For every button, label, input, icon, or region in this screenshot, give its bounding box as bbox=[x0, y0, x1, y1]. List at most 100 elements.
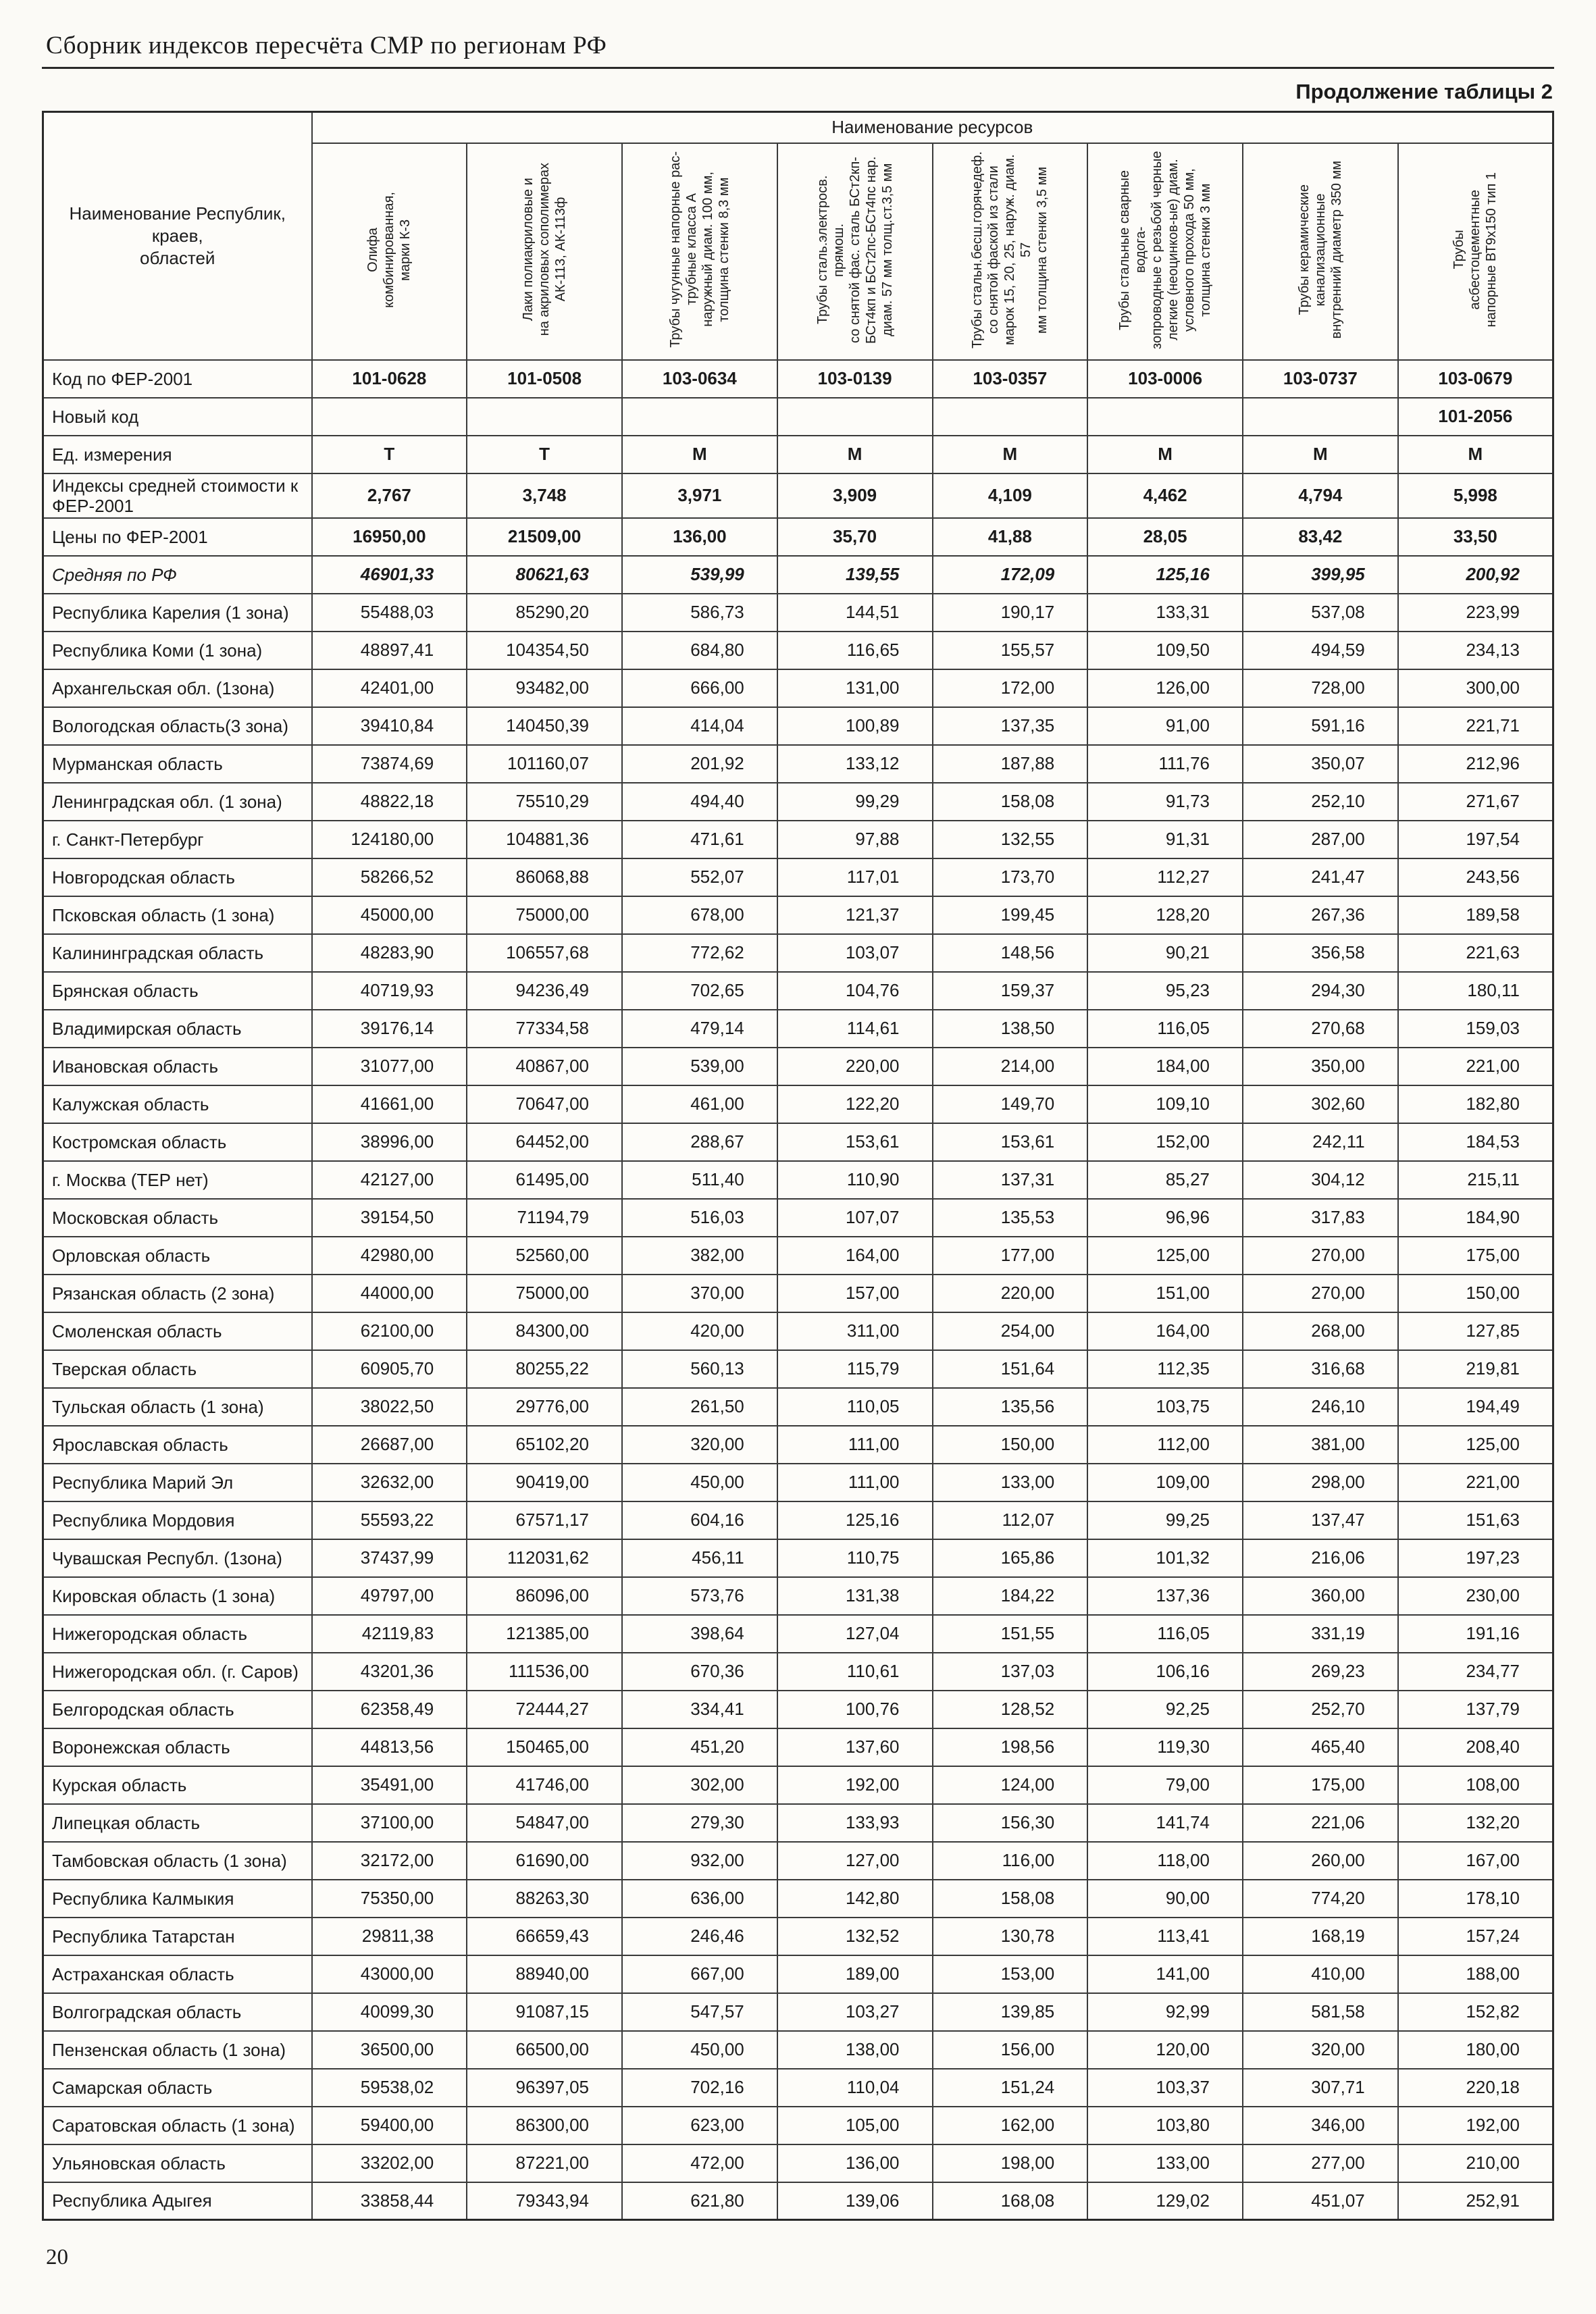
cell: 62100,00 bbox=[311, 1311, 468, 1351]
cell: 103-0679 bbox=[1397, 359, 1554, 398]
cell: 39176,14 bbox=[311, 1008, 468, 1048]
cell: 116,00 bbox=[931, 1841, 1089, 1880]
cell: 3,971 bbox=[621, 472, 778, 519]
cell: 148,56 bbox=[931, 933, 1089, 973]
cell: 234,77 bbox=[1397, 1651, 1554, 1691]
cell: 199,45 bbox=[931, 895, 1089, 935]
cell: 75510,29 bbox=[466, 781, 623, 821]
region-name: Архангельская обл. (1зона) bbox=[42, 668, 313, 708]
cell: 39410,84 bbox=[311, 706, 468, 746]
cell: 112031,62 bbox=[466, 1538, 623, 1578]
cell: 32172,00 bbox=[311, 1841, 468, 1880]
cell: 168,08 bbox=[931, 2181, 1089, 2221]
cell: 116,65 bbox=[776, 630, 933, 670]
region-name: Нижегородская область bbox=[42, 1614, 313, 1653]
cell: 670,36 bbox=[621, 1651, 778, 1691]
cell: 152,00 bbox=[1087, 1122, 1243, 1162]
column-header-text: Трубы стальные сварные водога- зопроводн… bbox=[1117, 150, 1214, 349]
cell: 113,41 bbox=[1087, 1916, 1243, 1956]
cell: 96,96 bbox=[1087, 1198, 1243, 1237]
column-header-1: Олифа комбинированная, марки К-3 bbox=[311, 142, 468, 361]
cell: 45000,00 bbox=[311, 895, 468, 935]
cell: 268,00 bbox=[1242, 1311, 1399, 1351]
table-row: Кировская область (1 зона) 49797,00 86096,… bbox=[42, 1576, 1554, 1616]
cell: 158,08 bbox=[931, 1878, 1089, 1918]
cell: 350,00 bbox=[1242, 1046, 1399, 1086]
cell: 105,00 bbox=[776, 2105, 933, 2145]
cell: 188,00 bbox=[1397, 1954, 1554, 1994]
cell: 129,02 bbox=[1087, 2181, 1243, 2221]
cell: 136,00 bbox=[776, 2143, 933, 2183]
cell: 221,00 bbox=[1397, 1046, 1554, 1086]
region-name: Псковская область (1 зона) bbox=[42, 895, 313, 935]
cell: 109,10 bbox=[1087, 1084, 1243, 1124]
table-row: Владимирская область 39176,14 77334,58 479,… bbox=[42, 1008, 1554, 1048]
cell: 702,65 bbox=[621, 971, 778, 1010]
column-header-text: Олифа комбинированная, марки К-3 bbox=[365, 191, 413, 308]
cell: 103,27 bbox=[776, 1992, 933, 2032]
cell: 90419,00 bbox=[466, 1462, 623, 1502]
cell: 49797,00 bbox=[311, 1576, 468, 1616]
cell: 109,50 bbox=[1087, 630, 1243, 670]
cell: 127,04 bbox=[776, 1614, 933, 1653]
cell: 151,24 bbox=[931, 2067, 1089, 2107]
cell: 450,00 bbox=[621, 1462, 778, 1502]
cell: 5,998 bbox=[1397, 472, 1554, 519]
region-name: Брянская область bbox=[42, 971, 313, 1010]
region-name: Вологодская область(3 зона) bbox=[42, 706, 313, 746]
cell: 215,11 bbox=[1397, 1160, 1554, 1200]
table-row: Архангельская обл. (1зона) 42401,00 93482,… bbox=[42, 668, 1554, 708]
cell: 110,90 bbox=[776, 1160, 933, 1200]
cell: 141,74 bbox=[1087, 1803, 1243, 1843]
cell: 33202,00 bbox=[311, 2143, 468, 2183]
cell: 60905,70 bbox=[311, 1349, 468, 1389]
cell: 214,00 bbox=[931, 1046, 1089, 1086]
cell: 194,49 bbox=[1397, 1387, 1554, 1426]
cell: 304,12 bbox=[1242, 1160, 1399, 1200]
cell: 302,60 bbox=[1242, 1084, 1399, 1124]
column-header-text: Трубы асбестоцементные напорные ВТ9х150 … bbox=[1451, 172, 1499, 328]
cell: 192,00 bbox=[776, 1765, 933, 1805]
cell: 86096,00 bbox=[466, 1576, 623, 1616]
cell: 189,00 bbox=[776, 1954, 933, 1994]
cell: 173,70 bbox=[931, 857, 1089, 897]
cell: 103-0139 bbox=[776, 359, 933, 398]
cell: 55593,22 bbox=[311, 1500, 468, 1540]
cell: 465,40 bbox=[1242, 1727, 1399, 1767]
region-name: Белгородская область bbox=[42, 1689, 313, 1729]
cell: 516,03 bbox=[621, 1198, 778, 1237]
cell: 110,04 bbox=[776, 2067, 933, 2107]
cell: 77334,58 bbox=[466, 1008, 623, 1048]
cell: 346,00 bbox=[1242, 2105, 1399, 2145]
cell: 307,71 bbox=[1242, 2067, 1399, 2107]
region-name: Курская область bbox=[42, 1765, 313, 1805]
cell: 604,16 bbox=[621, 1500, 778, 1540]
meta-row-4: Индексы средней стоимости к ФЕР-2001 2,76… bbox=[42, 472, 1554, 519]
cell: 370,00 bbox=[621, 1273, 778, 1313]
cell: 87221,00 bbox=[466, 2143, 623, 2183]
row-label: Средняя по РФ bbox=[42, 555, 313, 594]
cell: 586,73 bbox=[621, 592, 778, 632]
table-row: Вологодская область(3 зона) 39410,84 14045… bbox=[42, 706, 1554, 746]
cell: 133,93 bbox=[776, 1803, 933, 1843]
cell: 156,30 bbox=[931, 1803, 1089, 1843]
meta-row-2: Новый код 101-2056 bbox=[42, 396, 1554, 436]
cell: 40867,00 bbox=[466, 1046, 623, 1086]
table-row: Республика Мордовия 55593,22 67571,17 604,1… bbox=[42, 1500, 1554, 1540]
cell: 320,00 bbox=[621, 1424, 778, 1464]
cell: 165,86 bbox=[931, 1538, 1089, 1578]
region-name: Владимирская область bbox=[42, 1008, 313, 1048]
cell: 246,46 bbox=[621, 1916, 778, 1956]
column-header-text: Трубы сталь.электросв. прямош. со снятой… bbox=[815, 155, 895, 344]
cell: 678,00 bbox=[621, 895, 778, 935]
cell: 79343,94 bbox=[466, 2181, 623, 2221]
cell: 125,16 bbox=[776, 1500, 933, 1540]
cell: 91,00 bbox=[1087, 706, 1243, 746]
cell: 172,09 bbox=[931, 555, 1089, 594]
cell: 461,00 bbox=[621, 1084, 778, 1124]
table-row: Тверская область 60905,70 80255,22 560,13 11… bbox=[42, 1349, 1554, 1389]
cell: 241,47 bbox=[1242, 857, 1399, 897]
cell: 90,21 bbox=[1087, 933, 1243, 973]
table-row: Курская область 35491,00 41746,00 302,00 192… bbox=[42, 1765, 1554, 1805]
meta-row-5: Цены по ФЕР-2001 16950,00 21509,00 136,00 35… bbox=[42, 517, 1554, 557]
